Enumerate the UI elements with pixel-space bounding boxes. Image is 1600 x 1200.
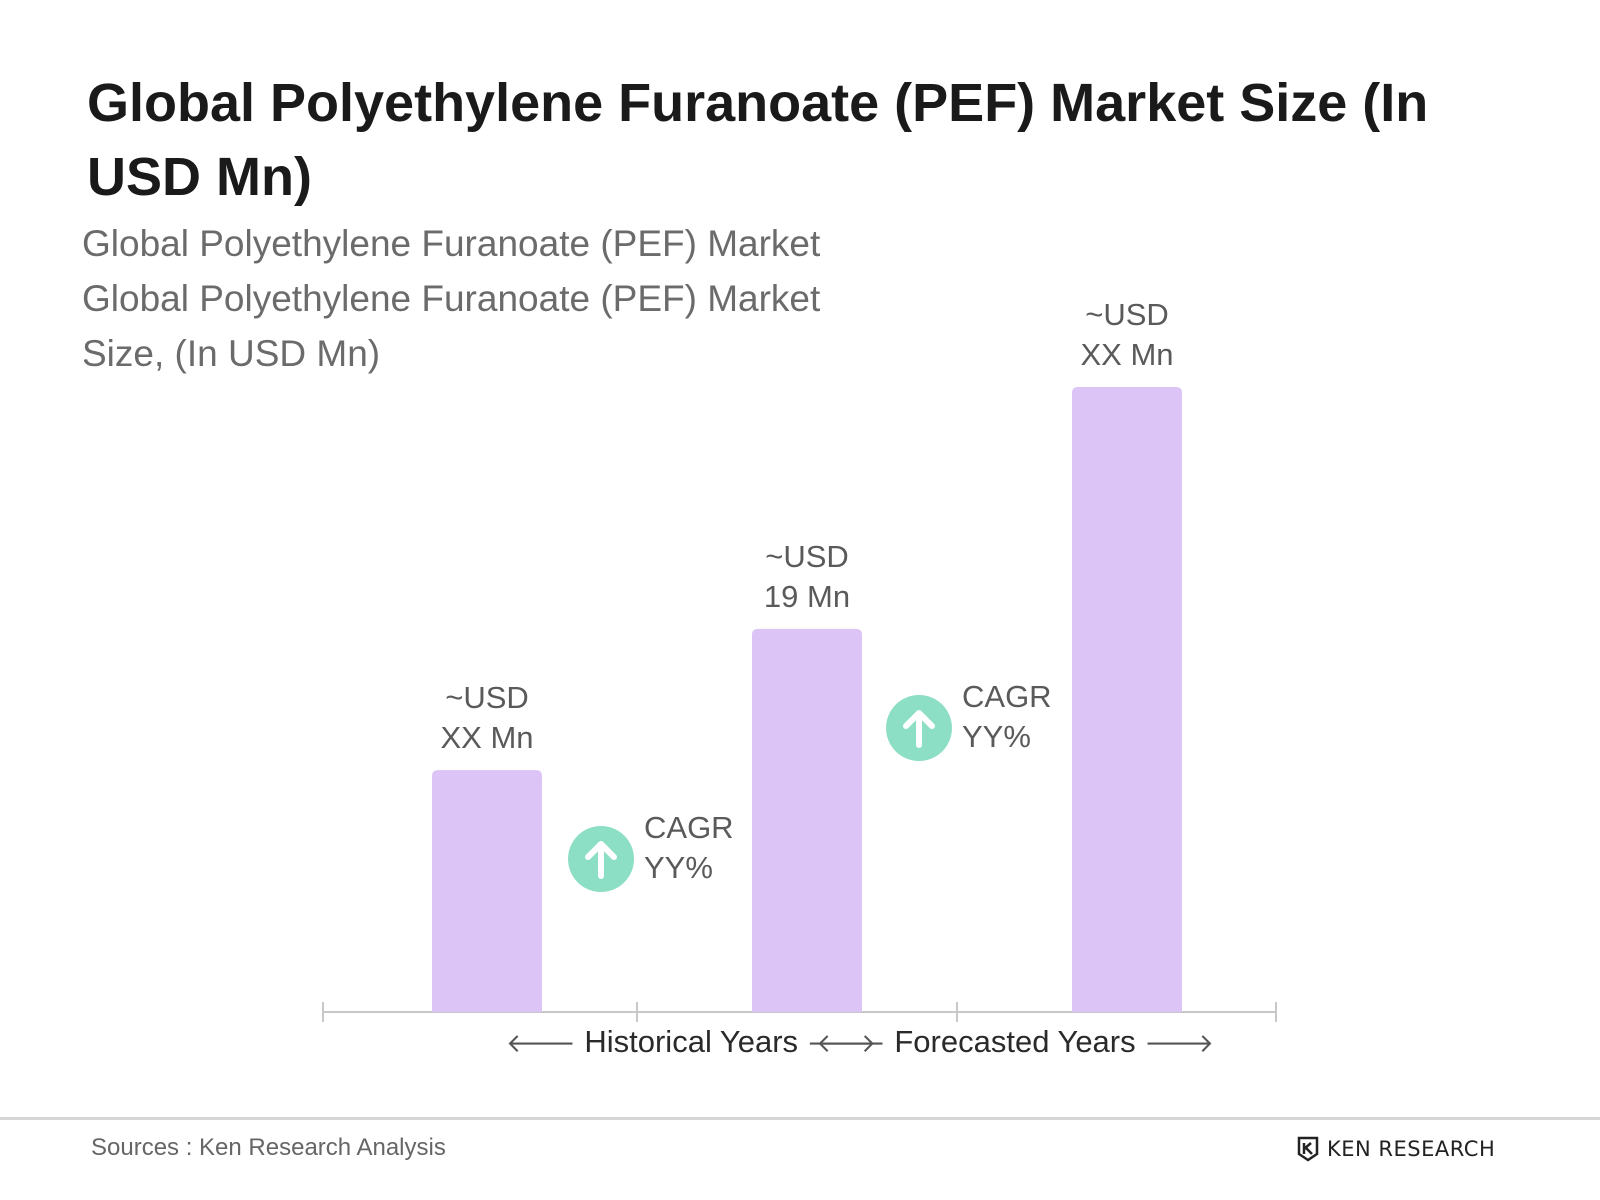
source-note: Sources : Ken Research Analysis: [91, 1134, 446, 1161]
bar-data-label: ~USD XX Mn: [1027, 295, 1227, 375]
historical-years-label: 🡐 Historical Years 🡒: [506, 1022, 876, 1062]
bar: [432, 770, 542, 1012]
logo-text: KEN RESEARCH: [1327, 1137, 1496, 1161]
arrow-right-icon: 🡒: [1144, 1028, 1214, 1058]
bar: [1072, 387, 1182, 1012]
cagr-label: CAGR: [962, 679, 1052, 714]
subtitle-line: Global Polyethylene Furanoate (PEF) Mark…: [82, 278, 821, 319]
arrow-up-icon: [568, 826, 634, 892]
chart-subtitle: Global Polyethylene Furanoate (PEF) Mark…: [82, 216, 862, 381]
cagr-label: CAGR: [644, 810, 734, 845]
forecasted-years-label: 🡐 Forecasted Years 🡒: [816, 1022, 1214, 1062]
subtitle-line: Global Polyethylene Furanoate (PEF) Mark…: [82, 223, 821, 264]
subtitle-line: Size, (In USD Mn): [82, 333, 381, 374]
ken-research-logo-icon: [1297, 1136, 1319, 1162]
bar: [752, 628, 862, 1012]
arrow-left-icon: 🡐: [816, 1028, 886, 1058]
cagr-value: YY%: [962, 719, 1031, 754]
data-label-line: XX Mn: [1080, 337, 1174, 372]
data-label-line: ~USD: [765, 538, 849, 574]
bar-data-label: ~USD 19 Mn: [707, 537, 907, 617]
cagr-text: CAGR YY%: [962, 677, 1122, 757]
footer-divider: [0, 1117, 1600, 1120]
cagr-value: YY%: [644, 850, 713, 885]
chart-title: Global Polyethylene Furanoate (PEF) Mark…: [87, 73, 1429, 207]
period-label: Forecasted Years: [894, 1024, 1136, 1059]
data-label-line: ~USD: [445, 680, 529, 716]
arrow-up-icon: [886, 695, 952, 761]
data-label-line: 19 Mn: [763, 578, 851, 614]
bar-data-label: ~USD XX Mn: [387, 678, 587, 758]
arrow-left-icon: 🡐: [506, 1028, 576, 1058]
data-label-line: XX Mn: [440, 720, 534, 756]
cagr-text: CAGR YY%: [644, 808, 804, 888]
arrow-right-icon: 🡒: [806, 1028, 877, 1058]
period-label: Historical Years: [584, 1024, 799, 1059]
data-label-line: ~USD: [1085, 297, 1169, 332]
